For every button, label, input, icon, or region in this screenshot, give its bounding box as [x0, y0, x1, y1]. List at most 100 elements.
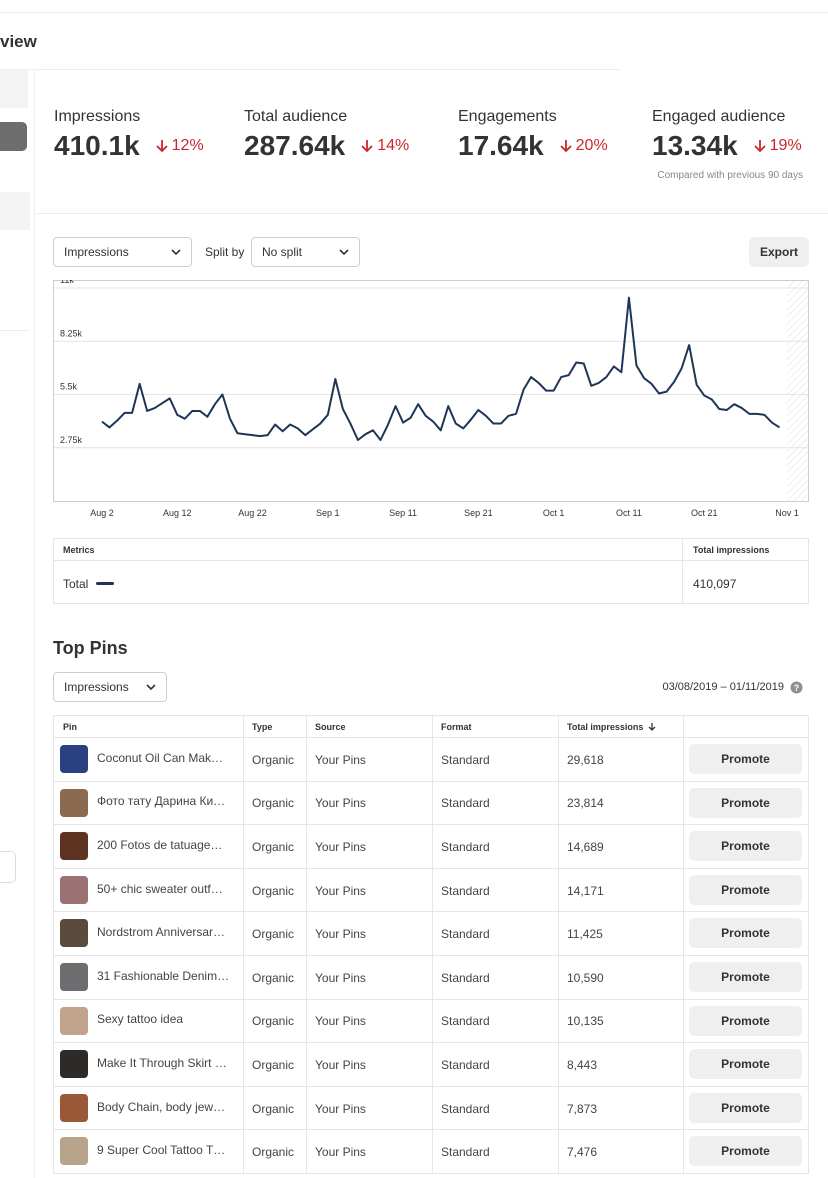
split-select-text: No split [262, 245, 303, 259]
table-cell: Standard [441, 839, 490, 854]
x-tick-label: Aug 2 [90, 508, 114, 518]
row-divider [54, 560, 808, 561]
promote-button[interactable]: Promote [689, 831, 802, 862]
table-cell: Standard [441, 1057, 490, 1072]
pin-title: 31 Fashionable Denim… [97, 968, 230, 983]
promote-button[interactable]: Promote [689, 1136, 802, 1167]
down-arrow [156, 140, 168, 153]
y-tick-label: 8.25k [60, 328, 83, 338]
sidebar-item-active[interactable] [0, 122, 27, 151]
promote-button[interactable]: Promote [689, 918, 802, 949]
metric-card: Engaged audience 13.34k 19% [652, 108, 802, 162]
pin-thumbnail [60, 1006, 88, 1035]
row-divider [54, 1042, 808, 1044]
x-tick-label: Oct 11 [616, 508, 642, 518]
promote-button[interactable]: Promote [689, 1049, 802, 1080]
table-cell: Your Pins [315, 1145, 366, 1160]
down-arrow [754, 140, 766, 153]
split-select[interactable]: No split [251, 237, 360, 267]
summary-divider [35, 213, 828, 214]
row-divider [54, 1085, 808, 1087]
sidebar-item[interactable] [0, 192, 30, 230]
metric-select[interactable]: Impressions [53, 237, 192, 267]
table-cell: Organic [252, 883, 295, 898]
promote-button[interactable]: Promote [689, 962, 802, 992]
col-divider [683, 716, 684, 1173]
header-text: Pin [63, 721, 78, 732]
row-divider [54, 780, 808, 782]
table-cell: Organic [252, 752, 295, 767]
metric-value: 13.34k [652, 130, 738, 161]
metric-label: Engagements [458, 108, 557, 125]
table-cell: 10,135 [567, 1014, 604, 1029]
table-cell: 11,425 [567, 927, 603, 942]
metric-change: 19% [769, 137, 802, 154]
row-divider [54, 867, 808, 869]
chevron [171, 249, 181, 256]
plot-frame [53, 280, 809, 502]
metric-value: 17.64k [458, 130, 544, 161]
pin-thumbnail [60, 1137, 88, 1166]
help-icon[interactable]: ? [790, 681, 803, 694]
top-border [0, 12, 828, 13]
chevron [339, 249, 349, 256]
header-text: Format [441, 721, 472, 732]
table-cell: Standard [441, 1014, 490, 1029]
x-tick-label: Oct 1 [543, 508, 565, 518]
column-header: Metrics [63, 545, 95, 555]
col-divider [432, 716, 433, 1173]
metric-label: Total audience [244, 108, 348, 125]
pin-thumbnail [60, 963, 88, 991]
arrow-shape [156, 140, 168, 153]
metric-card: Total audience 287.64k 14% [244, 108, 409, 162]
row-divider [54, 998, 808, 1000]
promote-button[interactable]: Promote [689, 744, 802, 774]
promote-button[interactable]: Promote [689, 874, 802, 905]
table-cell: Organic [252, 839, 295, 854]
pins-table: Pin Type Source Format Total impressions Coco… [53, 715, 809, 1174]
sidebar-item[interactable] [0, 70, 28, 108]
col-divider [558, 716, 559, 1173]
promote-button[interactable]: Promote [689, 787, 802, 818]
metric-change: 12% [171, 137, 204, 154]
metric-value: 287.64k [244, 130, 346, 161]
table-cell: Organic [252, 1101, 295, 1116]
promote-button[interactable]: Promote [689, 1092, 802, 1123]
total-value: 410,097 [693, 577, 737, 591]
x-tick-label: Sep 21 [464, 508, 493, 518]
sort-arrow [648, 722, 656, 731]
metric-value: 410.1k [54, 130, 140, 161]
pins-metric-select[interactable]: Impressions [53, 672, 167, 702]
table-cell: Organic [252, 970, 295, 985]
table-cell: Standard [441, 1145, 490, 1160]
table-cell: Your Pins [315, 752, 366, 767]
table-cell: Your Pins [315, 796, 366, 811]
pin-thumbnail [60, 745, 88, 773]
pin-title: 9 Super Cool Tattoo T… [97, 1143, 226, 1158]
sidebar-item[interactable] [0, 851, 16, 883]
y-tick-label: 5.5k [60, 382, 78, 392]
table-cell: Your Pins [315, 1014, 366, 1029]
promote-button[interactable]: Promote [689, 1005, 802, 1036]
future-region [787, 281, 808, 501]
line-series [101, 296, 781, 441]
table-cell: Organic [252, 796, 295, 811]
pin-title: Nordstrom Anniversar… [97, 925, 226, 940]
table-cell: Standard [441, 796, 490, 811]
pin-title: 200 Fotos de tatuage… [97, 837, 223, 852]
y-tick-label: 2.75k [60, 435, 83, 445]
table-cell: 10,590 [567, 970, 604, 985]
export-button[interactable]: Export [749, 237, 809, 267]
column-header: Type [252, 716, 272, 737]
pin-thumbnail [60, 788, 88, 817]
arrow-shape [361, 140, 373, 153]
table-cell: 29,618 [567, 752, 604, 767]
table-cell: 23,814 [567, 796, 604, 811]
down-arrow [560, 140, 572, 153]
metric-change: 20% [575, 137, 608, 154]
column-header: Total impressions [693, 545, 770, 555]
column-header: Total impressions [567, 716, 657, 737]
arrow-shape [754, 140, 766, 153]
x-tick-label: Aug 12 [163, 508, 192, 518]
row-divider [54, 737, 808, 738]
